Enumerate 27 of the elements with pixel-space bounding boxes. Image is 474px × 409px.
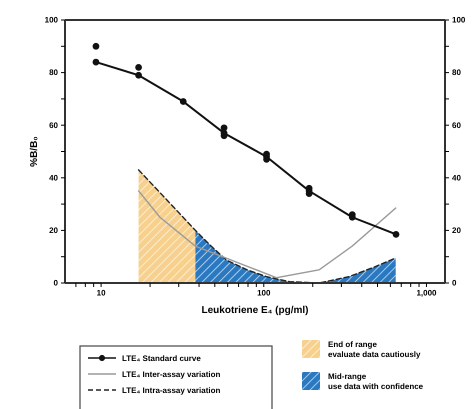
x-axis-title: Leukotriene E₄ (pg/ml) xyxy=(202,305,308,316)
y-tick-label: 80 xyxy=(49,68,59,78)
y-tick-label: 40 xyxy=(49,173,59,182)
legend-label: Mid-range use data with confidence xyxy=(328,372,424,391)
y-axis-title: %B/B₀ xyxy=(29,136,40,167)
point xyxy=(392,230,400,238)
y2-tick-label: 40 xyxy=(452,173,462,182)
y-tick-label: 100 xyxy=(44,16,59,25)
point xyxy=(92,58,100,66)
point xyxy=(92,42,100,50)
y-tick-label: 20 xyxy=(49,226,59,235)
y2-tick-label: 100 xyxy=(452,16,466,25)
y2-tick-label: 0 xyxy=(452,278,457,288)
y2-tick-label: 80 xyxy=(452,68,462,78)
x-tick-label: 10 xyxy=(96,288,106,298)
legend-label: LTE₄ Inter-assay variation xyxy=(122,370,220,379)
legend-label: End of range evaluate data cautiously xyxy=(328,340,422,359)
x-tick-label: 100 xyxy=(257,288,271,298)
legend-label: LTE₄ Standard curve xyxy=(122,354,202,363)
legend-label: LTE₄ Intra-assay variation xyxy=(122,386,220,395)
y2-tick-label: 20 xyxy=(452,226,462,235)
y2-tick-label: 60 xyxy=(452,120,462,130)
y-tick-label: 0 xyxy=(54,278,59,288)
point xyxy=(135,64,142,71)
point xyxy=(135,72,142,79)
y-tick-label: 60 xyxy=(49,120,59,130)
x-tick-label: 1,000 xyxy=(416,288,438,298)
